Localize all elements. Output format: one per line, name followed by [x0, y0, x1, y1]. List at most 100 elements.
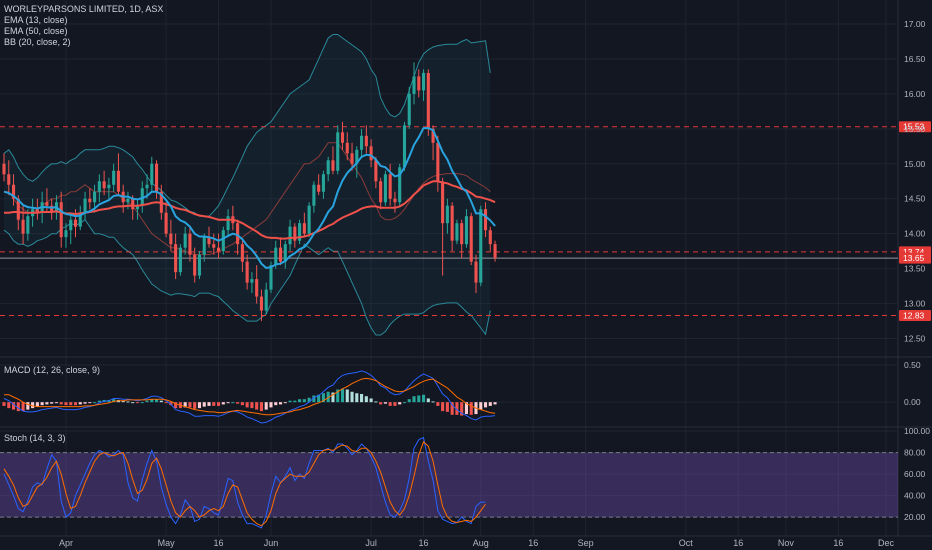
- ema50-legend[interactable]: EMA (50, close): [4, 26, 68, 36]
- candle-body: [398, 167, 402, 203]
- macd-histogram-bar: [174, 402, 178, 409]
- candle-body: [336, 132, 340, 171]
- candle-body: [145, 184, 149, 189]
- candle-body: [421, 72, 426, 91]
- candle-body: [164, 212, 168, 234]
- x-tick-label: May: [158, 538, 176, 548]
- price-y-tick-label: 15.00: [904, 159, 926, 169]
- level-label-15.53: 15.53: [903, 122, 925, 132]
- macd-histogram-bar: [78, 402, 82, 405]
- candle-body: [150, 163, 154, 185]
- stoch-d-line: [3, 441, 486, 527]
- price-y-tick-label: 15.50: [904, 124, 926, 134]
- bb-lower-line: [3, 218, 491, 336]
- candle-body: [388, 174, 392, 199]
- candle-body: [488, 230, 492, 245]
- macd-histogram-bar: [11, 402, 16, 410]
- macd-histogram-bar: [221, 402, 225, 405]
- candle-body: [188, 233, 192, 255]
- price-y-tick-label: 14.00: [904, 229, 926, 239]
- candle-body: [16, 198, 20, 220]
- macd-histogram-bar: [436, 402, 440, 406]
- level-label-13.65: 13.65: [903, 253, 925, 263]
- stoch-k-line: [3, 436, 486, 529]
- stoch-legend[interactable]: Stoch (14, 3, 3): [4, 433, 66, 443]
- candle-body: [169, 233, 173, 245]
- macd-histogram-bar: [188, 402, 192, 408]
- candle-body: [417, 76, 421, 91]
- macd-histogram-bar: [169, 402, 173, 406]
- candle-body: [464, 216, 469, 245]
- candle-body: [93, 191, 97, 203]
- candle-body: [202, 237, 206, 255]
- candle-body: [441, 181, 445, 224]
- macd-pane: [2, 370, 497, 424]
- candle-body: [426, 72, 430, 129]
- candle-body: [155, 163, 159, 192]
- candle-body: [321, 174, 325, 192]
- macd-histogram-bar: [112, 399, 116, 403]
- candle-body: [35, 209, 39, 213]
- stoch-pane: [0, 436, 898, 529]
- candle-body: [264, 289, 268, 311]
- macd-histogram-bar: [259, 402, 263, 412]
- price-y-tick-label: 14.50: [904, 194, 926, 204]
- stoch-y-tick-label: 20.00: [904, 512, 926, 522]
- macd-histogram-bar: [393, 402, 397, 406]
- candle-body: [445, 205, 449, 224]
- level-badge-12.83: [899, 309, 931, 321]
- macd-histogram-bar: [369, 398, 373, 403]
- candle-body: [369, 146, 373, 161]
- macd-histogram-bar: [2, 402, 6, 406]
- macd-histogram-bar: [145, 400, 149, 403]
- macd-histogram-bar: [269, 402, 273, 408]
- macd-histogram-bar: [21, 402, 25, 412]
- macd-histogram-bar: [50, 402, 54, 404]
- candle-body: [288, 226, 292, 245]
- candle-body: [7, 174, 11, 185]
- macd-line: [3, 370, 496, 424]
- macd-signal-line: [4, 377, 496, 416]
- candle-body: [345, 142, 349, 154]
- bb-legend[interactable]: BB (20, close, 2): [4, 37, 71, 47]
- macd-histogram-bar: [250, 402, 254, 409]
- macd-histogram-bar: [331, 392, 335, 403]
- macd-histogram-bar: [226, 402, 230, 404]
- candle-body: [407, 93, 411, 126]
- candle-body: [317, 184, 321, 192]
- macd-histogram-bar: [407, 399, 411, 403]
- candle-body: [73, 219, 78, 227]
- candle-body: [393, 198, 397, 203]
- macd-histogram-bar: [93, 402, 97, 404]
- macd-histogram-bar: [355, 393, 359, 403]
- macd-histogram-bar: [69, 402, 73, 406]
- macd-histogram-bar: [97, 400, 101, 403]
- macd-histogram-bar: [135, 402, 140, 404]
- symbol-title[interactable]: WORLEYPARSONS LIMITED, 1D, ASX: [4, 4, 164, 14]
- macd-histogram-bar: [350, 391, 354, 403]
- macd-histogram-bar: [460, 402, 464, 416]
- candle-body: [402, 125, 407, 168]
- macd-histogram-bar: [345, 389, 349, 403]
- price-y-tick-label: 13.50: [904, 264, 926, 274]
- x-tick-label: 16: [733, 538, 743, 548]
- macd-legend[interactable]: MACD (12, 26, close, 9): [4, 365, 101, 375]
- macd-histogram-bar: [379, 402, 383, 405]
- candle-body: [131, 198, 135, 210]
- price-legend: WORLEYPARSONS LIMITED, 1D, ASX EMA (13, …: [4, 4, 163, 48]
- x-tick-label: Sep: [578, 538, 594, 548]
- candlesticks: [2, 62, 497, 322]
- macd-histogram-bar: [398, 402, 402, 405]
- x-tick-label: Nov: [778, 538, 795, 548]
- x-tick-label: Jun: [264, 538, 279, 548]
- macd-y-tick-label: 0.00: [904, 397, 921, 407]
- stoch-band: [0, 452, 898, 518]
- macd-histogram-bar: [255, 402, 259, 410]
- macd-histogram-bar: [317, 394, 321, 403]
- ema-lines: [3, 127, 496, 269]
- ema13-legend[interactable]: EMA (13, close): [4, 15, 68, 25]
- macd-histogram-bar: [402, 402, 407, 404]
- macd-histogram-bar: [283, 402, 287, 404]
- candle-body: [360, 135, 364, 150]
